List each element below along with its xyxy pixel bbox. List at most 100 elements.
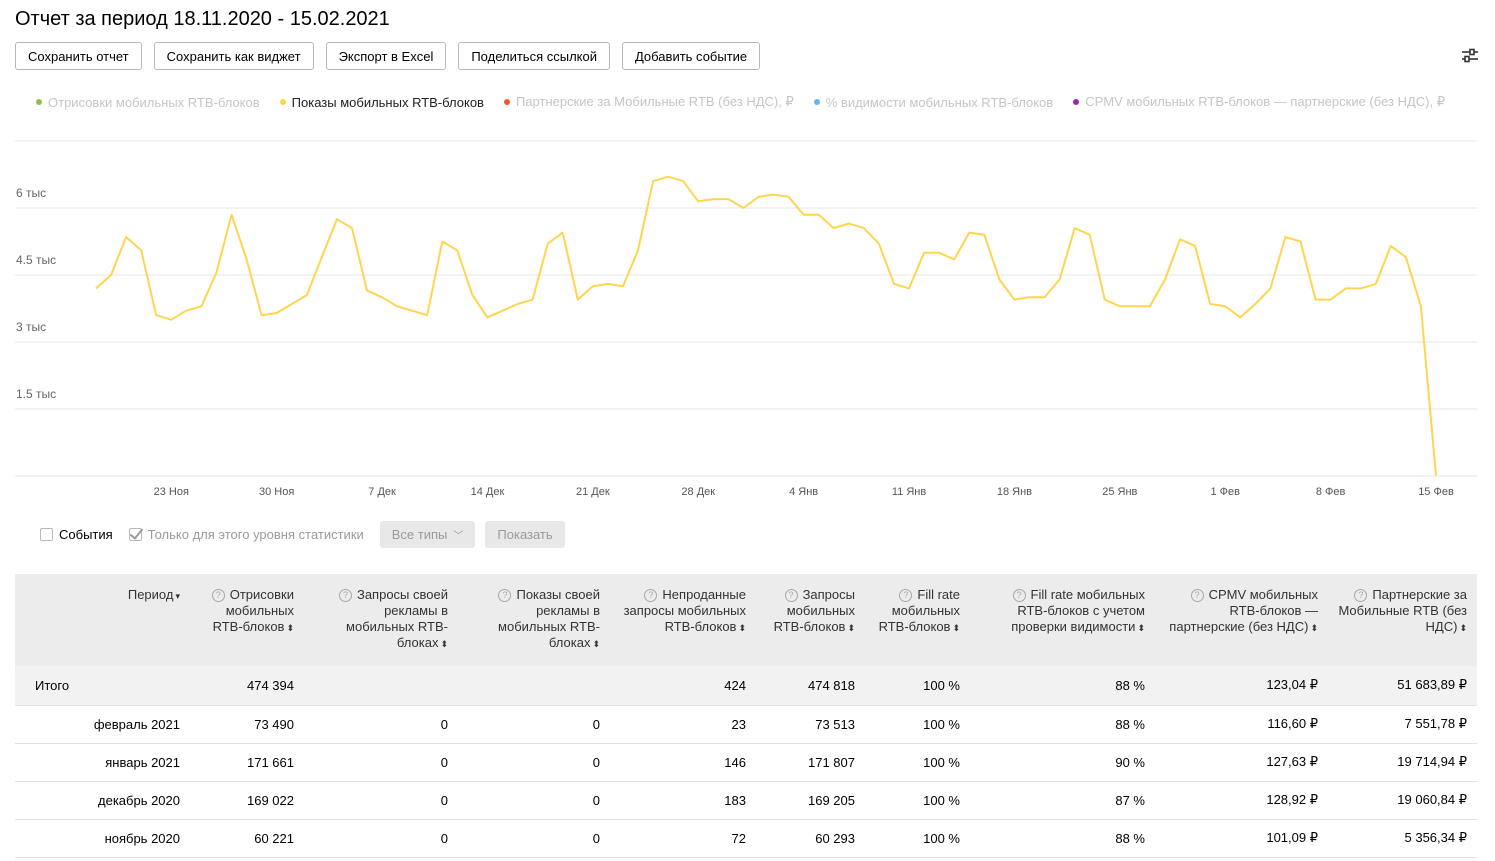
column-header[interactable]: ? Запросы своей рекламы в мобильных RTB-б…: [304, 574, 458, 666]
legend-item[interactable]: % видимости мобильных RTB-блоков: [813, 94, 1053, 110]
help-icon[interactable]: ?: [899, 589, 913, 602]
table-cell: 51 683,89 ₽: [1328, 666, 1477, 706]
table-cell: 88 %: [970, 705, 1155, 744]
legend-label: Партнерские за Мобильные RTB (без НДС), …: [515, 94, 794, 109]
column-header[interactable]: ? Запросы мобильных RTB-блоков ⬍: [756, 574, 865, 666]
column-header-label: Период: [127, 587, 174, 602]
table-cell: 101,09 ₽: [1155, 819, 1328, 858]
help-icon[interactable]: ?: [338, 589, 352, 602]
sort-icon[interactable]: ⬍: [592, 639, 600, 649]
table-row: февраль 2021 73 490 0 0 23 73 513 100 % 88 % 116…: [15, 705, 1477, 744]
line-chart: 1.5 тыс 3 тыс 4.5 тыс 6 тыс 7.5 тыс 23 Ноя 30 …: [15, 130, 1477, 498]
column-header[interactable]: ? Непроданные запросы мобильных RTB-блоко…: [610, 574, 756, 666]
table-row: декабрь 2020 169 022 0 0 183 169 205 100 % 87 %…: [15, 781, 1477, 820]
x-tick-label: 11 Янв: [892, 486, 926, 498]
events-bar: События Только для этого уровня статисти…: [40, 521, 575, 548]
share-link-button[interactable]: Поделиться ссылкой: [458, 42, 610, 70]
table-cell: 19 060,84 ₽: [1328, 781, 1477, 820]
export-excel-button[interactable]: Экспорт в Excel: [325, 42, 447, 70]
column-header[interactable]: Период ▾: [15, 574, 190, 666]
legend-label: CPMV мобильных RTB-блоков — партнерские …: [1085, 94, 1445, 109]
table-cell: 169 205: [756, 781, 865, 820]
sort-icon[interactable]: ⬍: [1310, 623, 1318, 633]
table-cell: 0: [458, 819, 610, 858]
table-cell: 474 818: [756, 666, 865, 706]
legend-item[interactable]: Партнерские за Мобильные RTB (без НДС), …: [503, 94, 794, 110]
sort-icon[interactable]: ⬍: [440, 639, 448, 649]
legend-item[interactable]: Отрисовки мобильных RTB-блоков: [36, 94, 260, 110]
y-tick-label: 3 тыс: [16, 320, 46, 334]
period-cell: декабрь 2020: [15, 781, 190, 820]
column-header-label: Непроданные запросы мобильных RTB-блоков: [623, 587, 746, 634]
events-checkbox[interactable]: [40, 528, 53, 541]
column-header-label: Fill rate мобильных RTB-блоков: [878, 587, 960, 634]
help-icon[interactable]: ?: [211, 589, 225, 602]
x-tick-label: 8 Фев: [1316, 486, 1346, 498]
legend-dot-icon: [503, 99, 510, 105]
sort-icon[interactable]: ⬍: [738, 623, 746, 633]
add-event-button[interactable]: Добавить событие: [621, 42, 761, 70]
column-header[interactable]: ? Показы своей рекламы в мобильных RTB-бл…: [458, 574, 610, 666]
sort-icon[interactable]: ⬍: [952, 623, 960, 633]
legend-dot-icon: [813, 99, 820, 105]
table-row: январь 2021 171 661 0 0 146 171 807 100 % 90 % 1…: [15, 743, 1477, 782]
table-cell: 60 221: [190, 819, 304, 858]
only-level-label: Только для этого уровня статистики: [147, 527, 364, 542]
column-header[interactable]: ? Fill rate мобильных RTB-блоков с учетом…: [970, 574, 1155, 666]
sort-icon[interactable]: ⬍: [847, 623, 855, 633]
help-icon[interactable]: ?: [1354, 589, 1368, 602]
table-cell: [458, 666, 610, 706]
x-tick-label: 18 Янв: [997, 486, 1032, 498]
sort-icon[interactable]: ⬍: [1137, 623, 1145, 633]
table-cell: 183: [610, 781, 756, 820]
table-cell: 7 551,78 ₽: [1328, 705, 1477, 744]
stats-table: Период ▾? Отрисовки мобильных RTB-блоков ⬍?…: [15, 574, 1477, 858]
x-tick-label: 14 Дек: [471, 486, 505, 498]
event-types-dropdown[interactable]: Все типы ﹀: [379, 521, 476, 548]
y-tick-label: 1.5 тыс: [16, 387, 56, 401]
show-events-button[interactable]: Показать: [485, 521, 565, 548]
help-icon[interactable]: ?: [1012, 589, 1026, 602]
sort-icon[interactable]: ▾: [175, 591, 180, 601]
help-icon[interactable]: ?: [784, 589, 798, 602]
column-header[interactable]: ? Fill rate мобильных RTB-блоков ⬍: [865, 574, 970, 666]
x-tick-label: 1 Фев: [1210, 486, 1240, 498]
column-header-label: Отрисовки мобильных RTB-блоков: [212, 587, 294, 634]
table-cell: [304, 666, 458, 706]
table-cell: 100 %: [865, 743, 970, 782]
column-header[interactable]: ? Отрисовки мобильных RTB-блоков ⬍: [190, 574, 304, 666]
table-cell: 0: [458, 781, 610, 820]
table-cell: 23: [610, 705, 756, 744]
only-level-checkbox[interactable]: [128, 528, 142, 541]
table-cell: 116,60 ₽: [1155, 705, 1328, 744]
table-cell: 0: [304, 743, 458, 782]
legend-item[interactable]: Показы мобильных RTB-блоков: [279, 94, 484, 110]
legend-item[interactable]: CPMV мобильных RTB-блоков — партнерские …: [1073, 94, 1445, 110]
column-header-label: Запросы мобильных RTB-блоков: [773, 587, 855, 634]
period-cell: февраль 2021: [15, 705, 190, 744]
save-report-button[interactable]: Сохранить отчет: [15, 42, 142, 70]
sort-icon[interactable]: ⬍: [286, 623, 294, 633]
table-cell: 0: [304, 819, 458, 858]
sort-icon[interactable]: ⬍: [1459, 623, 1467, 633]
table-cell: 5 356,34 ₽: [1328, 819, 1477, 858]
table-cell: 100 %: [865, 705, 970, 744]
table-cell: 90 %: [970, 743, 1155, 782]
page-title: Отчет за период 18.11.2020 - 15.02.2021: [15, 8, 390, 30]
save-as-widget-button[interactable]: Сохранить как виджет: [153, 42, 314, 70]
help-icon[interactable]: ?: [1190, 589, 1204, 602]
legend-dot-icon: [36, 99, 42, 105]
column-header[interactable]: ? Партнерские за Мобильные RTB (без НДС) ⬍: [1328, 574, 1477, 666]
x-tick-label: 21 Дек: [576, 486, 610, 498]
table-cell: 72: [610, 819, 756, 858]
table-cell: 100 %: [865, 819, 970, 858]
column-header-label: Показы своей рекламы в мобильных RTB-бло…: [498, 587, 600, 650]
table-row: ноябрь 2020 60 221 0 0 72 60 293 100 % 88 % 101,…: [15, 819, 1477, 858]
period-cell: Итого: [15, 666, 190, 706]
help-icon[interactable]: ?: [498, 589, 512, 602]
column-header[interactable]: ? CPMV мобильных RTB-блоков — партнерские…: [1155, 574, 1328, 666]
help-icon[interactable]: ?: [644, 589, 658, 602]
sliders-icon[interactable]: [1461, 47, 1479, 65]
series-line: [95, 175, 1437, 477]
total-row: Итого 474 394 424 474 818 100 % 88 % 123,04 ₽5…: [15, 666, 1477, 706]
